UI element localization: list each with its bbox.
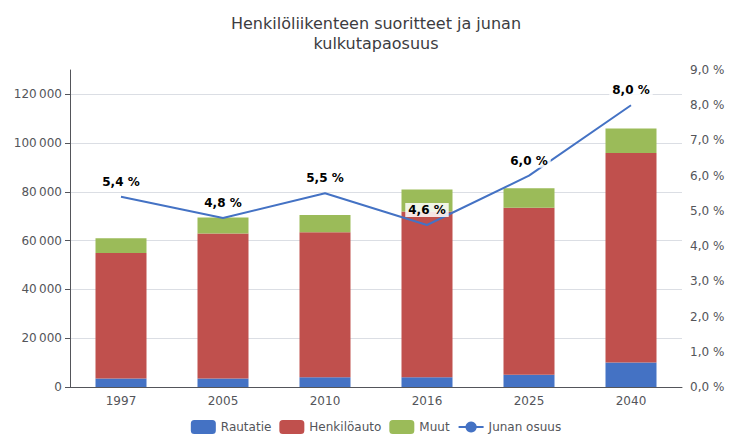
svg-text:6,0 %: 6,0 % (690, 169, 724, 183)
svg-text:100 000: 100 000 (14, 136, 62, 150)
svg-text:4,6 %: 4,6 % (408, 203, 445, 217)
svg-text:2,0 %: 2,0 % (690, 310, 724, 324)
svg-text:1,0 %: 1,0 % (690, 345, 724, 359)
svg-text:7,0 %: 7,0 % (690, 133, 724, 147)
svg-text:60 000: 60 000 (21, 234, 62, 248)
svg-text:Junan osuus: Junan osuus (488, 420, 562, 434)
svg-text:5,5 %: 5,5 % (306, 171, 343, 185)
svg-text:0: 0 (54, 380, 62, 394)
svg-text:9,0 %: 9,0 % (690, 63, 724, 77)
svg-text:8,0 %: 8,0 % (612, 83, 649, 97)
svg-text:2040: 2040 (616, 394, 647, 408)
svg-text:3,0 %: 3,0 % (690, 274, 724, 288)
svg-text:Rautatie: Rautatie (221, 420, 272, 434)
svg-text:Henkilöliikenteen suoritteet j: Henkilöliikenteen suoritteet ja junan (231, 14, 521, 33)
svg-text:2016: 2016 (412, 394, 443, 408)
svg-text:2005: 2005 (208, 394, 239, 408)
svg-text:kulkutapaosuus: kulkutapaosuus (313, 34, 438, 53)
svg-text:5,0 %: 5,0 % (690, 204, 724, 218)
svg-text:8,0 %: 8,0 % (690, 98, 724, 112)
svg-text:1997: 1997 (106, 394, 137, 408)
svg-text:5,4 %: 5,4 % (102, 175, 139, 189)
svg-text:6,0 %: 6,0 % (510, 154, 547, 168)
svg-text:120 000: 120 000 (14, 87, 62, 101)
svg-text:2010: 2010 (310, 394, 341, 408)
svg-text:0,0 %: 0,0 % (690, 380, 724, 394)
svg-text:4,8 %: 4,8 % (204, 196, 241, 210)
svg-text:Henkilöauto: Henkilöauto (309, 420, 381, 434)
svg-text:40 000: 40 000 (21, 282, 62, 296)
svg-text:2025: 2025 (514, 394, 545, 408)
svg-text:Muut: Muut (419, 420, 450, 434)
svg-text:4,0 %: 4,0 % (690, 239, 724, 253)
svg-text:80 000: 80 000 (21, 185, 62, 199)
svg-text:20 000: 20 000 (21, 331, 62, 345)
